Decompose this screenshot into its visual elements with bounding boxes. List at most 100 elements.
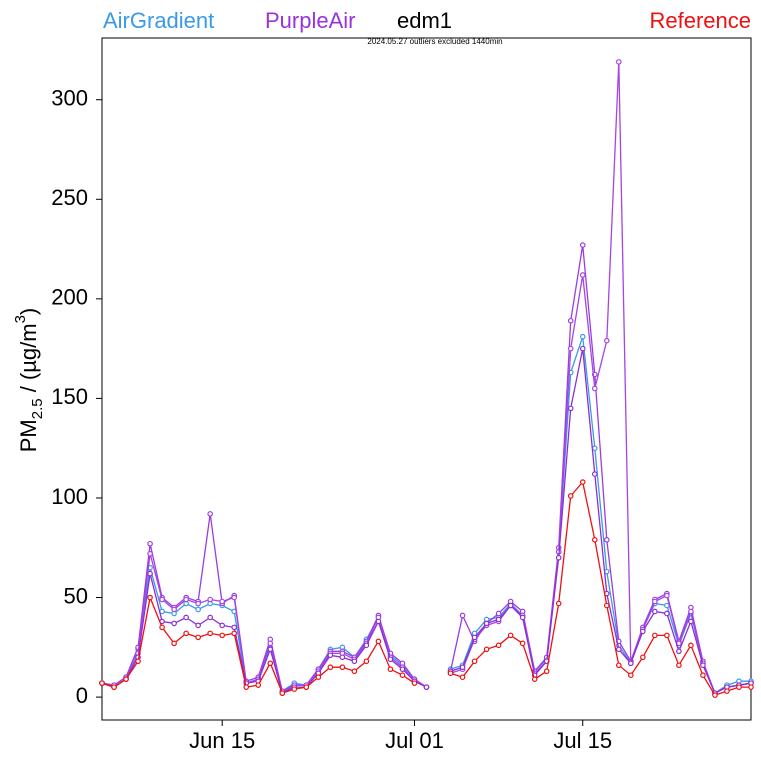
data-point — [519, 614, 526, 621]
data-point — [111, 684, 117, 690]
data-point — [267, 646, 274, 653]
data-point — [603, 602, 610, 609]
data-point — [207, 614, 213, 621]
data-point — [579, 272, 586, 278]
data-point — [591, 385, 598, 392]
y-tick-label: 0 — [76, 683, 88, 708]
data-point — [135, 658, 141, 665]
legend-label: AirGradient — [103, 8, 214, 33]
data-point — [567, 317, 574, 324]
data-point — [147, 550, 153, 557]
data-point — [231, 624, 238, 631]
data-point — [207, 596, 213, 603]
data-point — [363, 642, 370, 649]
data-point — [495, 610, 502, 617]
data-point — [712, 692, 718, 698]
data-point — [591, 445, 598, 451]
data-point — [231, 630, 238, 637]
data-point — [700, 662, 706, 669]
data-point — [423, 684, 430, 690]
data-point — [664, 592, 670, 599]
data-point — [303, 684, 310, 690]
data-point — [664, 632, 670, 639]
data-point — [459, 664, 466, 671]
data-point — [195, 600, 201, 607]
y-tick-label: 200 — [51, 285, 88, 310]
data-point — [195, 606, 201, 613]
data-point — [652, 608, 658, 615]
data-point — [483, 620, 490, 627]
data-point — [579, 242, 586, 248]
data-point — [123, 676, 129, 682]
y-tick-label: 150 — [51, 384, 88, 409]
data-point — [159, 624, 165, 631]
data-point — [555, 554, 562, 561]
data-point — [183, 630, 189, 637]
data-point — [351, 668, 358, 675]
y-tick-label: 100 — [51, 484, 88, 509]
data-point — [255, 682, 262, 688]
data-point — [688, 642, 694, 649]
data-point — [159, 596, 165, 603]
data-point — [628, 660, 634, 667]
data-point — [736, 684, 742, 690]
series-line — [101, 348, 752, 695]
data-point — [339, 664, 346, 671]
data-point — [219, 632, 225, 639]
data-point — [171, 606, 177, 613]
data-point — [567, 345, 574, 352]
y-tick-label: 250 — [51, 185, 88, 210]
data-point — [147, 594, 153, 601]
data-point — [411, 680, 418, 686]
data-point — [676, 662, 682, 669]
data-point — [471, 658, 478, 665]
data-point — [579, 479, 586, 485]
y-label-sub: 2.5 — [29, 398, 46, 419]
data-point — [483, 646, 490, 653]
data-point — [171, 640, 177, 647]
data-point — [724, 688, 730, 694]
data-point — [339, 654, 346, 661]
data-point — [195, 622, 201, 629]
data-point — [171, 620, 177, 627]
data-point — [531, 676, 538, 682]
data-point — [603, 337, 610, 344]
y-label-sup: 3 — [12, 315, 29, 323]
subtitle: 2024.05.27 outliers excluded 1440min — [367, 37, 502, 46]
legend-label: Reference — [649, 8, 751, 33]
plot-frame — [101, 37, 752, 721]
data-point — [399, 672, 406, 678]
data-point — [219, 622, 225, 629]
data-point — [195, 634, 201, 641]
legend-label: PurpleAir — [265, 8, 355, 33]
data-point — [279, 690, 286, 696]
data-point — [555, 600, 562, 607]
data-point — [615, 646, 622, 653]
data-point — [375, 638, 382, 645]
data-point — [507, 602, 514, 609]
data-point — [567, 405, 574, 412]
data-point — [375, 618, 382, 625]
data-point — [676, 648, 682, 655]
data-point — [688, 618, 694, 625]
data-point — [640, 654, 646, 661]
data-point — [603, 536, 610, 543]
data-point — [688, 608, 694, 615]
data-point — [147, 570, 153, 577]
data-point — [147, 540, 153, 547]
y-tick-label: 300 — [51, 86, 88, 111]
x-tick-label: Jun 15 — [189, 728, 255, 753]
chart-title: edm1 — [397, 8, 452, 33]
data-point — [99, 680, 105, 686]
data-point — [519, 640, 526, 647]
data-point — [507, 632, 514, 639]
data-point — [207, 511, 213, 517]
data-point — [315, 674, 322, 680]
data-point — [327, 652, 334, 659]
data-point — [640, 628, 646, 635]
data-point — [459, 612, 466, 619]
data-point — [399, 666, 406, 673]
data-point — [700, 672, 706, 678]
y-tick-label: 50 — [64, 583, 88, 608]
